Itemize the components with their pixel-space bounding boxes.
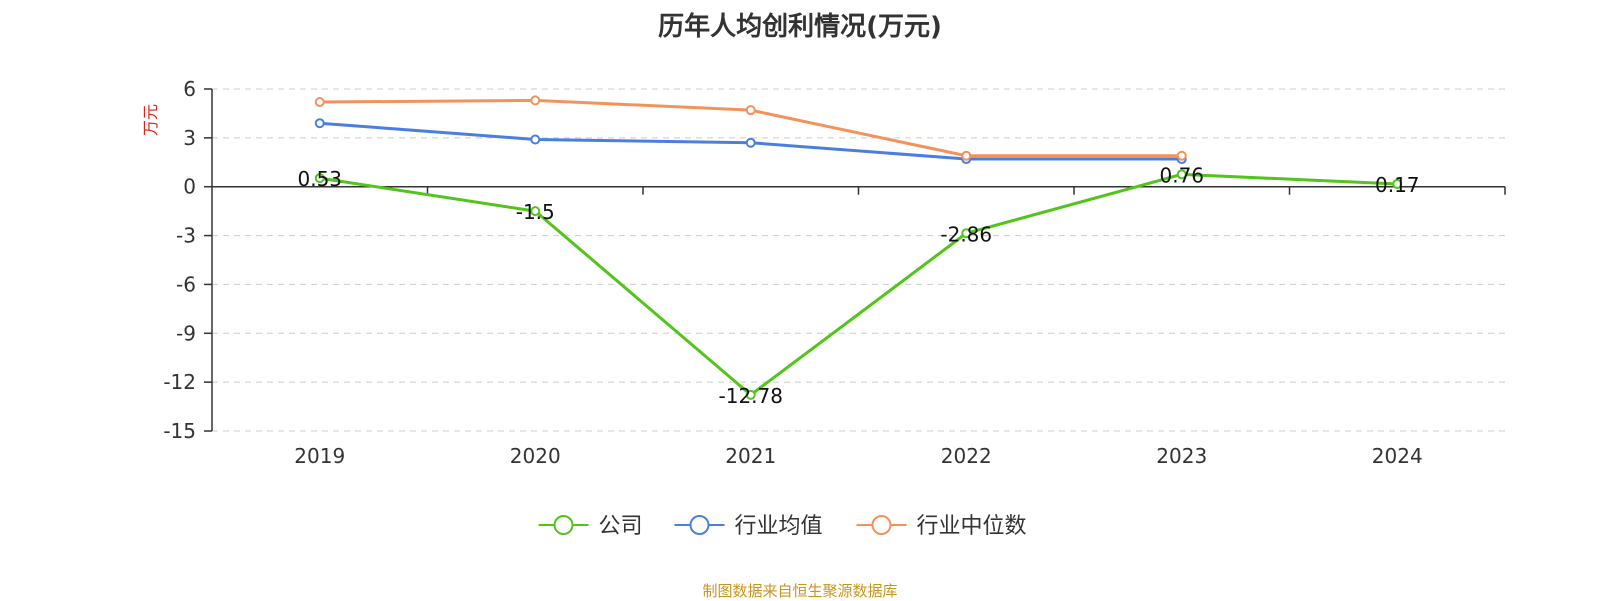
- x-tick-label: 2021: [725, 444, 776, 468]
- x-tick-label: 2020: [510, 444, 561, 468]
- legend-marker-icon: [689, 515, 710, 535]
- series-line: [319, 172, 1398, 397]
- data-label: 0.17: [1375, 173, 1420, 197]
- data-point[interactable]: [530, 95, 541, 106]
- legend-label: 行业均值: [735, 514, 823, 539]
- data-point[interactable]: [745, 105, 756, 116]
- data-label: -2.86: [940, 222, 992, 246]
- legend-label: 公司: [599, 514, 643, 539]
- data-point[interactable]: [314, 173, 325, 184]
- y-tick-label: -6: [176, 272, 196, 296]
- data-point[interactable]: [745, 137, 756, 148]
- y-axis-title: 万元: [141, 104, 160, 136]
- data-label: 0.53: [297, 167, 342, 191]
- data-point[interactable]: [745, 389, 756, 400]
- data-label: 0.76: [1159, 163, 1204, 187]
- data-source-note: 制图数据来自恒生聚源数据库: [702, 582, 898, 600]
- legend-label: 行业中位数: [917, 514, 1027, 539]
- data-label: -12.78: [719, 384, 783, 408]
- y-tick-label: 3: [183, 126, 196, 150]
- x-tick-label: 2022: [941, 444, 992, 468]
- data-point[interactable]: [530, 206, 541, 217]
- data-point[interactable]: [530, 134, 541, 145]
- y-tick-label: -15: [163, 419, 196, 443]
- legend-item[interactable]: 公司: [538, 514, 643, 539]
- data-labels: 0.53 -1.5 -12.78 -2.86 0.76 0.17: [297, 163, 1419, 408]
- data-points: [314, 95, 1403, 400]
- y-tick-label: -12: [163, 370, 196, 394]
- y-tick-label: -3: [176, 224, 196, 248]
- data-point[interactable]: [1176, 150, 1187, 161]
- legend-item[interactable]: 行业中位数: [856, 514, 1027, 539]
- axes: 6 3 0 -3 -6 -9 -12 -15 万元 2019 2020 2021 2022 2023 202…: [141, 77, 1506, 468]
- legend-marker-icon: [553, 515, 574, 535]
- chart-title: 历年人均创利情况(万元): [658, 12, 942, 42]
- legend-item[interactable]: 行业均值: [674, 514, 823, 539]
- data-label: -1.5: [516, 200, 555, 224]
- legend-marker-icon: [871, 515, 892, 535]
- x-tick-label: 2023: [1156, 444, 1207, 468]
- data-point[interactable]: [961, 150, 972, 161]
- grid-lines: [212, 88, 1505, 432]
- data-point[interactable]: [961, 228, 972, 239]
- data-point[interactable]: [314, 97, 325, 108]
- y-tick-label: 0: [183, 175, 196, 199]
- data-point[interactable]: [1392, 178, 1403, 189]
- x-tick-label: 2019: [294, 444, 345, 468]
- y-tick-label: 6: [183, 77, 196, 101]
- data-point[interactable]: [314, 118, 325, 129]
- y-tick-label: -9: [176, 321, 196, 345]
- series-lines: [319, 98, 1398, 397]
- data-point[interactable]: [1176, 169, 1187, 180]
- x-tick-label: 2024: [1372, 444, 1423, 468]
- legend: 公司 行业均值 行业中位数: [538, 514, 1027, 539]
